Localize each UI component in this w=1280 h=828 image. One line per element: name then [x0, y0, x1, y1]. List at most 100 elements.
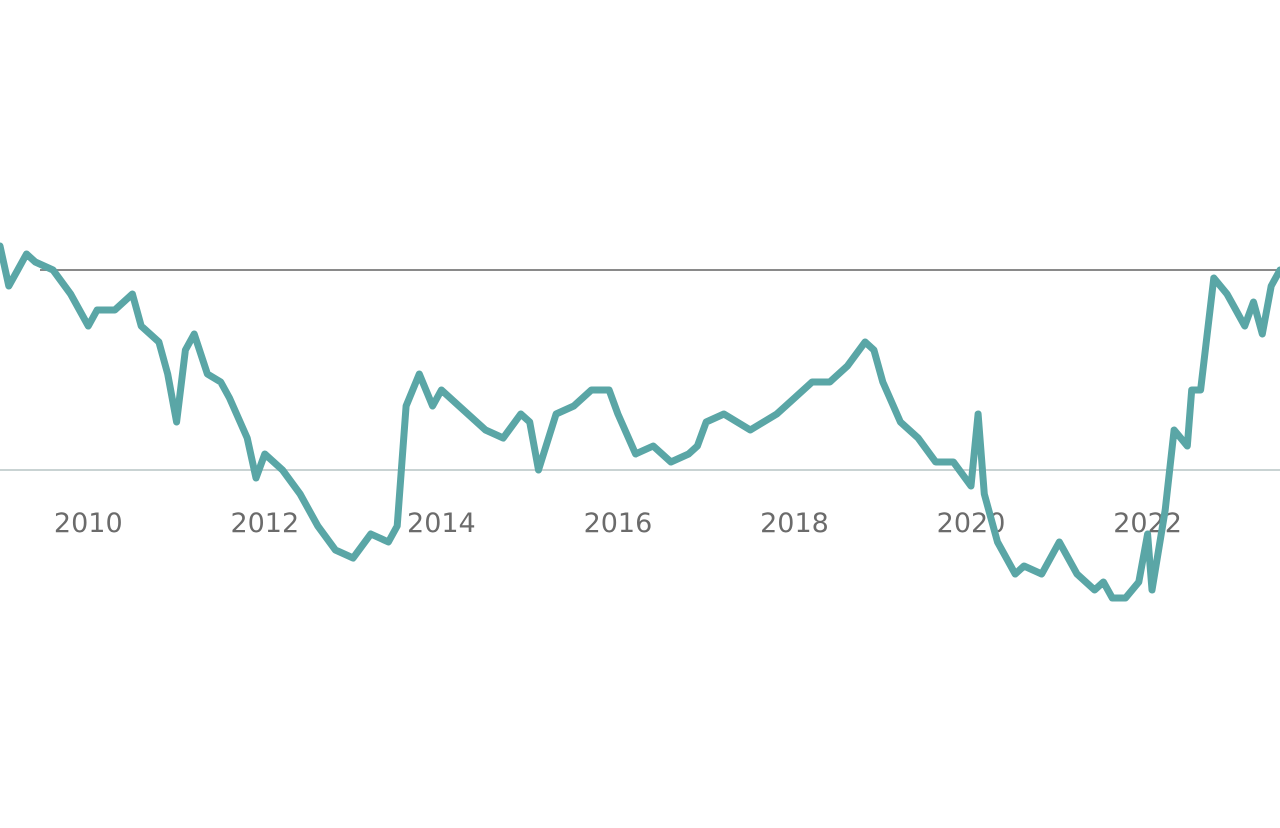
series-point — [226, 395, 233, 401]
series-point — [482, 427, 489, 433]
series-point — [155, 339, 162, 345]
series-point — [429, 403, 436, 409]
series-point — [614, 411, 621, 417]
series-point — [23, 251, 30, 257]
series-point — [950, 459, 957, 465]
series-point — [297, 491, 304, 497]
series-point — [1171, 427, 1178, 433]
series-point — [129, 291, 136, 297]
series-point — [438, 387, 445, 393]
series-point — [915, 435, 922, 441]
series-point — [1259, 331, 1266, 337]
series-point — [1100, 579, 1107, 585]
series-point — [1135, 579, 1142, 585]
series-point — [862, 339, 869, 345]
series-point — [500, 435, 507, 441]
series-point — [50, 267, 56, 273]
series-point — [879, 379, 886, 385]
x-tick-label: 2018 — [760, 508, 829, 539]
series-point — [1122, 595, 1129, 601]
series-point — [667, 459, 674, 465]
series-point — [703, 419, 710, 425]
series-point — [111, 307, 118, 313]
series-point — [173, 419, 180, 425]
series-point — [314, 523, 321, 529]
series-point — [1188, 387, 1195, 393]
series-point — [85, 323, 92, 329]
series-point — [535, 467, 542, 473]
x-tick-label: 2010 — [54, 508, 123, 539]
series-points — [0, 243, 1280, 601]
series-point — [32, 259, 39, 265]
series-point — [975, 411, 982, 417]
x-tick-label: 2016 — [584, 508, 653, 539]
series-point — [694, 443, 701, 449]
series-point — [720, 411, 727, 417]
series-point — [773, 411, 780, 417]
series-point — [994, 539, 1001, 545]
series-point — [1277, 267, 1280, 273]
series-point — [1224, 291, 1230, 297]
series-point — [553, 411, 560, 417]
series-point — [138, 323, 145, 329]
series-point — [332, 547, 339, 553]
series-point — [685, 451, 692, 457]
series-point — [191, 331, 198, 337]
x-tick-label: 2014 — [407, 508, 476, 539]
series-point — [217, 379, 224, 385]
series-point — [632, 451, 639, 457]
series-point — [456, 403, 462, 409]
series-point — [1021, 563, 1027, 569]
series-line — [0, 242, 1280, 602]
series-point — [1250, 299, 1257, 305]
series-point — [403, 403, 410, 409]
series-point — [1210, 275, 1217, 281]
series-point — [350, 555, 357, 561]
series-point — [1038, 571, 1045, 577]
series-point — [809, 379, 816, 385]
series-point — [1184, 443, 1191, 449]
series-point — [1149, 587, 1155, 593]
x-axis-tick-labels: 2010 2012 2014 2016 2018 2020 2022 — [54, 508, 1182, 539]
series-point — [747, 427, 754, 433]
series-point — [526, 419, 533, 425]
series-point — [1232, 307, 1239, 313]
series-point — [182, 347, 189, 353]
series-point — [1012, 571, 1019, 577]
series-point — [981, 491, 988, 497]
series-point — [1162, 507, 1169, 513]
series-point — [261, 451, 268, 457]
series-point — [588, 387, 595, 393]
series-point — [385, 539, 392, 545]
series-point — [1091, 587, 1098, 593]
series-point — [606, 387, 613, 393]
series-point — [204, 371, 211, 377]
x-tick-label: 2012 — [230, 508, 299, 539]
series-point — [253, 475, 259, 481]
series-point — [844, 363, 851, 369]
series-point — [67, 291, 74, 297]
series-point — [1144, 531, 1151, 537]
series-point — [1074, 571, 1080, 577]
series-point — [870, 347, 877, 353]
series-point — [1241, 323, 1248, 329]
series-point — [968, 483, 974, 489]
series-point — [94, 307, 101, 313]
series-point — [932, 459, 939, 465]
series-point — [791, 395, 798, 401]
series-point — [1109, 595, 1116, 601]
series-point — [897, 419, 904, 425]
series-point — [367, 531, 374, 537]
series-point — [244, 435, 251, 441]
series-point — [416, 371, 423, 377]
series-point — [517, 411, 524, 417]
series-point — [164, 371, 171, 377]
series-point — [394, 523, 401, 529]
series-point — [5, 283, 12, 289]
series-point — [650, 443, 657, 449]
series-point — [0, 243, 3, 249]
series-point — [1197, 387, 1204, 393]
series-point — [570, 403, 577, 409]
series-point — [14, 267, 21, 273]
